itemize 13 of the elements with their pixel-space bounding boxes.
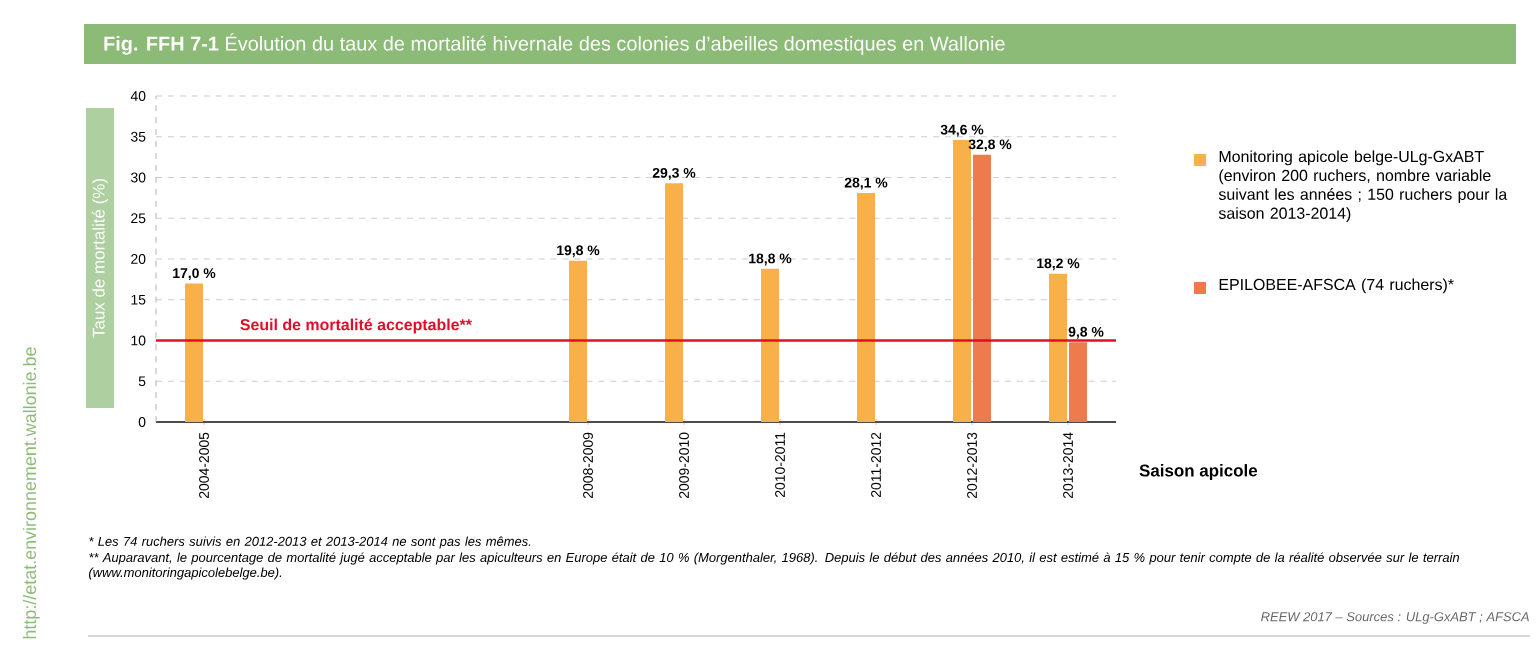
bar [1069,342,1088,422]
bar [185,283,204,422]
bar [761,268,780,422]
bar [953,140,972,422]
text: http://etat.environnement.wallonie.be [22,347,40,639]
bar [569,260,588,422]
bar [665,183,684,422]
bar [973,154,992,422]
bar [857,192,876,422]
y-axis-title: Taux de mortalité (%) [92,179,108,338]
bar [1049,273,1068,422]
chart-title: Fig. FFH 7-1 Évolution du taux de mortalité hivernale des colonies d’abeilles domestiques en Wallonie [104,33,1005,55]
x-axis-title: Saison apicole [1139,464,1258,480]
